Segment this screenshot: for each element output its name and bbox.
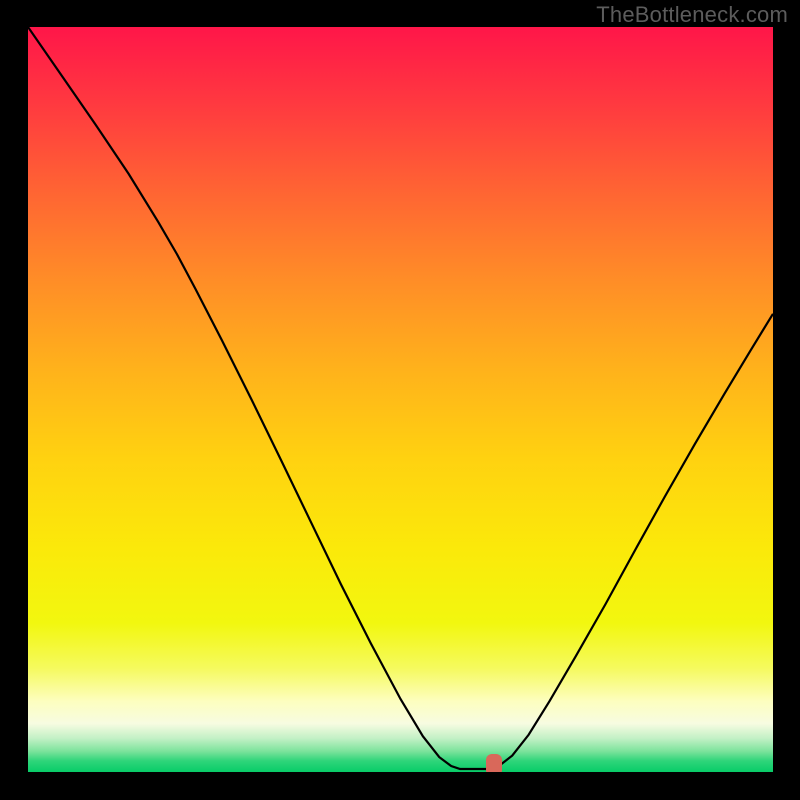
- bottleneck-curve: [28, 27, 773, 772]
- watermark-text: TheBottleneck.com: [596, 2, 788, 28]
- plot-outer-frame: [0, 27, 800, 800]
- current-position-marker: [486, 754, 502, 772]
- plot-area: [28, 27, 773, 772]
